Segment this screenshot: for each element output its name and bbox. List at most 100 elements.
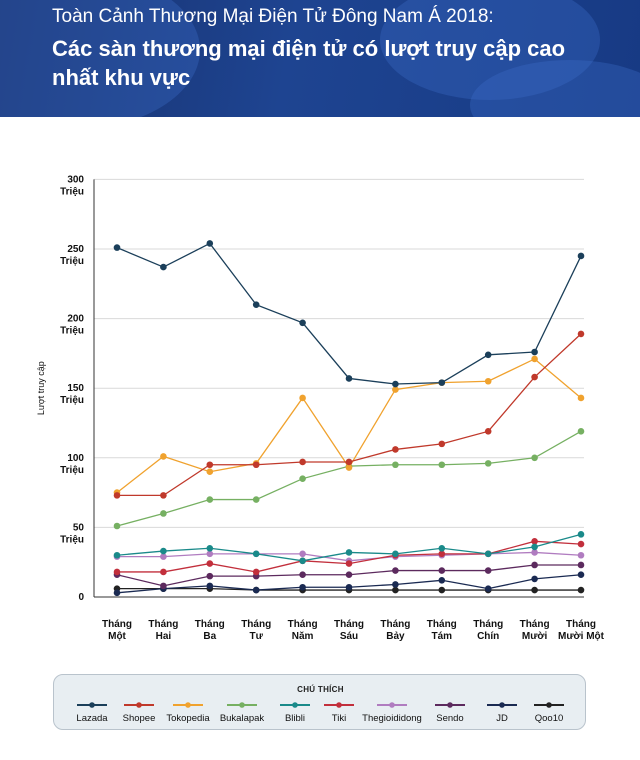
series-sendo bbox=[113, 561, 585, 590]
data-point bbox=[345, 549, 353, 556]
series-line bbox=[117, 333, 582, 497]
data-point bbox=[252, 461, 260, 469]
data-point bbox=[299, 475, 306, 482]
y-axis-label: Lượt truy cập bbox=[36, 361, 46, 415]
data-point bbox=[252, 586, 260, 594]
data-point bbox=[531, 543, 538, 551]
legend-swatch bbox=[77, 702, 107, 708]
legend-label: JD bbox=[496, 713, 508, 724]
data-point bbox=[160, 547, 167, 555]
data-point bbox=[577, 586, 585, 594]
data-point bbox=[438, 576, 446, 584]
data-point bbox=[206, 582, 214, 590]
series-line bbox=[116, 242, 582, 385]
data-point bbox=[531, 348, 538, 356]
data-point bbox=[438, 544, 446, 552]
data-point bbox=[299, 458, 306, 466]
data-point bbox=[113, 551, 121, 559]
legend-title: CHÚ THÍCH bbox=[297, 685, 344, 694]
y-tick-label: 50 Triệu bbox=[60, 522, 84, 545]
data-point bbox=[438, 440, 446, 448]
data-point bbox=[392, 446, 399, 453]
series-shopee bbox=[113, 330, 585, 499]
data-point bbox=[206, 550, 214, 558]
data-point bbox=[392, 567, 399, 574]
data-point bbox=[160, 568, 167, 576]
legend-label: Sendo bbox=[436, 713, 464, 724]
legend-label: Thegioididong bbox=[362, 713, 422, 724]
data-point bbox=[531, 454, 538, 462]
legend-swatch bbox=[173, 702, 203, 708]
data-point bbox=[577, 551, 585, 559]
y-tick-label: 250 Triệu bbox=[60, 244, 84, 267]
data-point bbox=[206, 240, 214, 247]
legend-item-thegioididong: Thegioididong bbox=[362, 701, 422, 725]
x-tick-label: Tháng Chín bbox=[473, 619, 503, 642]
x-tick-label: Tháng Năm bbox=[288, 619, 318, 642]
series-blibli bbox=[113, 531, 585, 565]
legend-swatch bbox=[377, 702, 407, 708]
x-tick-label: Tháng Bảy bbox=[380, 619, 410, 642]
data-point bbox=[531, 586, 538, 594]
data-point bbox=[206, 544, 214, 552]
data-point bbox=[577, 428, 585, 435]
legend-swatch bbox=[435, 702, 465, 708]
line-chart: 0 50 Triệu 100 Triệu 150 Triệu 200 Triệu 250 Triệu… bbox=[36, 174, 605, 642]
data-point bbox=[345, 583, 353, 591]
data-point bbox=[252, 550, 260, 558]
data-point bbox=[577, 531, 585, 538]
data-point bbox=[577, 540, 585, 548]
data-point bbox=[299, 394, 306, 402]
x-tick-label: Tháng Hai bbox=[148, 619, 178, 642]
data-point bbox=[531, 538, 538, 545]
data-point bbox=[484, 351, 492, 359]
data-point bbox=[252, 301, 260, 308]
data-point bbox=[392, 581, 399, 588]
data-point bbox=[160, 553, 167, 560]
data-point bbox=[206, 560, 214, 567]
data-point bbox=[438, 461, 446, 469]
data-point bbox=[531, 355, 538, 363]
x-tick-label: Tháng Tám bbox=[427, 619, 457, 642]
data-point bbox=[113, 589, 121, 597]
legend-item-sendo: Sendo bbox=[422, 701, 478, 725]
legend-swatch bbox=[227, 702, 257, 708]
legend-item-jd: JD bbox=[474, 701, 530, 725]
x-tick-label: Tháng Sáu bbox=[334, 619, 364, 642]
legend-swatch bbox=[534, 702, 564, 708]
data-point bbox=[577, 571, 585, 579]
legend-item-qoo10: Qoo10 bbox=[521, 701, 577, 725]
legend-item-shopee: Shopee bbox=[111, 701, 167, 725]
data-point bbox=[160, 582, 167, 590]
data-point bbox=[345, 458, 353, 466]
data-point bbox=[484, 460, 492, 467]
data-point bbox=[438, 586, 446, 594]
data-point bbox=[484, 567, 492, 574]
legend-item-blibli: Blibli bbox=[267, 701, 323, 725]
data-point bbox=[299, 550, 306, 558]
legend-item-bukalapak: Bukalapak bbox=[214, 701, 270, 725]
data-point bbox=[484, 377, 492, 385]
data-point bbox=[577, 252, 585, 260]
legend-label: Lazada bbox=[76, 713, 108, 724]
data-point bbox=[531, 373, 538, 381]
data-point bbox=[160, 453, 167, 460]
data-point bbox=[484, 428, 492, 435]
legend-item-tokopedia: Tokopedia bbox=[160, 701, 216, 725]
data-point bbox=[299, 557, 306, 565]
y-tick-label: 0 bbox=[78, 592, 84, 603]
y-tick-label: 300 Triệu bbox=[60, 174, 84, 197]
data-point bbox=[484, 585, 492, 592]
data-point bbox=[206, 468, 214, 476]
data-point bbox=[160, 263, 167, 271]
data-point bbox=[577, 394, 585, 402]
data-point bbox=[438, 379, 446, 386]
data-point bbox=[392, 461, 399, 469]
data-point bbox=[345, 571, 353, 579]
legend-swatch bbox=[124, 702, 154, 708]
data-point bbox=[252, 568, 260, 576]
data-point bbox=[392, 380, 399, 388]
data-point bbox=[577, 561, 585, 569]
data-point bbox=[345, 375, 353, 382]
data-point bbox=[113, 568, 121, 576]
